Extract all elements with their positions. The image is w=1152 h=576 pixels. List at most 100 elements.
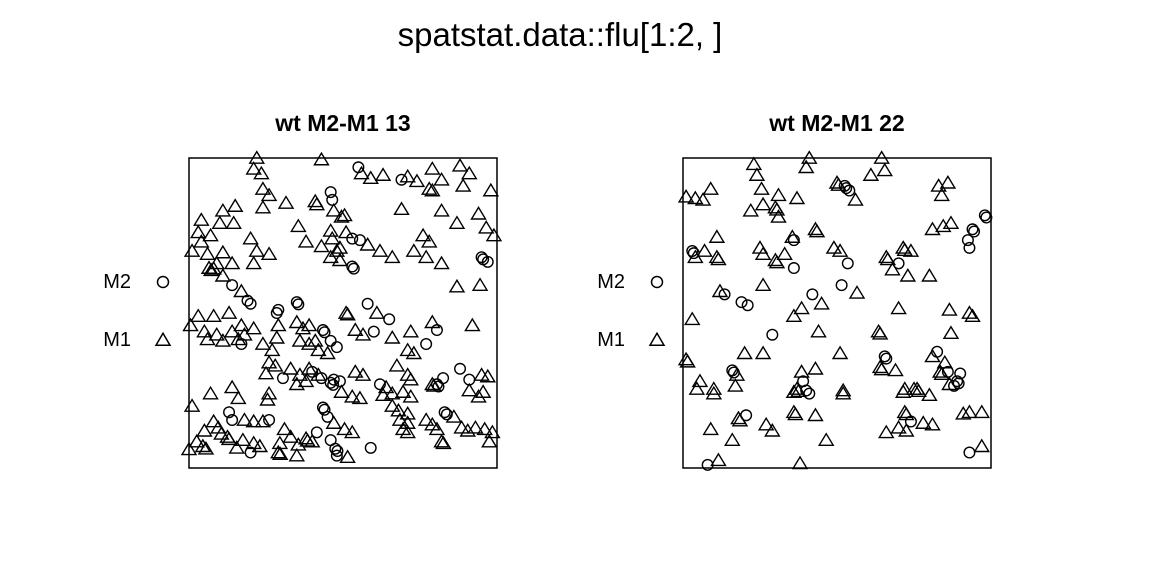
- data-point-m1: [368, 305, 386, 319]
- legend-right: M2 M1: [577, 268, 669, 354]
- data-point-m1: [294, 320, 312, 335]
- data-point-m1: [433, 202, 450, 217]
- data-point-m1: [233, 283, 250, 298]
- data-point-m1: [259, 392, 276, 406]
- data-point-m1: [290, 218, 307, 233]
- data-point-m1: [471, 277, 489, 292]
- data-point-m2: [787, 262, 800, 275]
- data-point-m1: [220, 305, 238, 319]
- data-point-m2: [980, 211, 993, 224]
- data-point-m1: [710, 452, 727, 467]
- data-point-m1: [831, 243, 849, 257]
- data-point-m1: [930, 178, 947, 192]
- data-point-m2: [226, 413, 239, 426]
- data-point-m1: [223, 323, 241, 338]
- data-point-m1: [433, 255, 450, 270]
- data-point-m1: [248, 243, 265, 257]
- data-point-m1: [724, 432, 741, 447]
- data-point-m1: [226, 198, 244, 212]
- data-point-m1: [308, 196, 326, 211]
- data-point-m1: [484, 424, 501, 439]
- data-point-m1: [384, 398, 401, 412]
- data-point-m1: [310, 367, 327, 381]
- data-point-m1: [834, 385, 852, 400]
- legend-item-m2: M2: [577, 268, 669, 296]
- data-point-m1: [757, 416, 775, 431]
- data-point-m1: [333, 209, 350, 223]
- data-point-m1: [905, 381, 923, 395]
- data-point-m2: [735, 296, 748, 309]
- data-point-m1: [784, 229, 801, 243]
- data-point-m1: [899, 268, 917, 282]
- data-point-m1: [813, 295, 830, 310]
- legend-item-m2: M2: [83, 268, 175, 296]
- data-point-m1: [347, 364, 364, 378]
- data-point-m1: [223, 255, 241, 270]
- data-point-m2: [383, 313, 396, 326]
- data-point-m1: [807, 407, 824, 422]
- data-point-m1: [477, 219, 495, 234]
- data-point-m1: [973, 404, 991, 419]
- data-point-m1: [288, 314, 306, 329]
- data-point-m1: [319, 345, 336, 360]
- data-point-m1: [371, 243, 389, 257]
- data-point-m1: [303, 433, 321, 448]
- data-point-m2: [963, 446, 976, 459]
- data-point-m2: [800, 384, 813, 397]
- data-point-m2: [438, 406, 451, 419]
- data-point-m1: [202, 262, 220, 277]
- data-point-m1: [902, 243, 920, 257]
- data-point-m1: [941, 302, 958, 316]
- data-point-m1: [964, 308, 981, 323]
- data-point-m1: [257, 365, 275, 380]
- data-point-m2: [880, 352, 893, 365]
- data-point-m1: [263, 342, 281, 357]
- data-point-m1: [228, 440, 245, 454]
- data-point-m2: [270, 306, 283, 319]
- scatter-panel-left: [180, 150, 503, 469]
- data-point-m1: [344, 388, 361, 403]
- data-point-m2: [292, 298, 305, 311]
- data-point-m1: [694, 192, 712, 206]
- data-point-m2: [367, 325, 380, 338]
- circle-icon: [156, 275, 170, 289]
- data-point-m1: [876, 162, 893, 177]
- data-point-m1: [459, 423, 476, 437]
- data-point-m2: [741, 299, 754, 312]
- data-point-m1: [684, 311, 701, 326]
- data-point-m1: [921, 387, 938, 402]
- data-point-m2: [324, 376, 337, 389]
- data-point-m1: [388, 357, 406, 372]
- data-point-m1: [884, 261, 901, 276]
- data-point-m1: [879, 251, 897, 266]
- data-point-m1: [225, 215, 242, 229]
- data-point-m1: [260, 246, 278, 260]
- data-point-m1: [402, 371, 419, 386]
- data-point-m1: [297, 373, 315, 388]
- data-point-m1: [921, 268, 938, 282]
- data-point-m1: [933, 187, 950, 202]
- data-point-m2: [326, 193, 339, 206]
- data-point-m1: [202, 385, 219, 400]
- data-point-m1: [433, 171, 450, 186]
- data-point-m1: [810, 323, 827, 338]
- data-point-m1: [753, 181, 770, 195]
- data-point-m1: [300, 317, 318, 332]
- data-point-m2: [330, 449, 343, 462]
- data-point-m1: [354, 326, 372, 341]
- legend-label-m2: M2: [597, 270, 625, 293]
- data-point-m1: [402, 323, 419, 338]
- data-point-m2: [787, 234, 800, 247]
- data-point-m1: [333, 384, 350, 398]
- data-point-m1: [942, 215, 960, 229]
- data-point-m1: [424, 161, 441, 175]
- data-point-m1: [939, 175, 957, 189]
- data-point-m1: [223, 379, 241, 394]
- data-point-m1: [915, 415, 932, 429]
- data-point-m1: [793, 364, 810, 378]
- data-point-m1: [307, 333, 324, 347]
- data-point-m1: [297, 233, 315, 248]
- data-point-m1: [288, 447, 306, 462]
- data-point-m1: [485, 227, 503, 242]
- data-point-m1: [276, 421, 293, 436]
